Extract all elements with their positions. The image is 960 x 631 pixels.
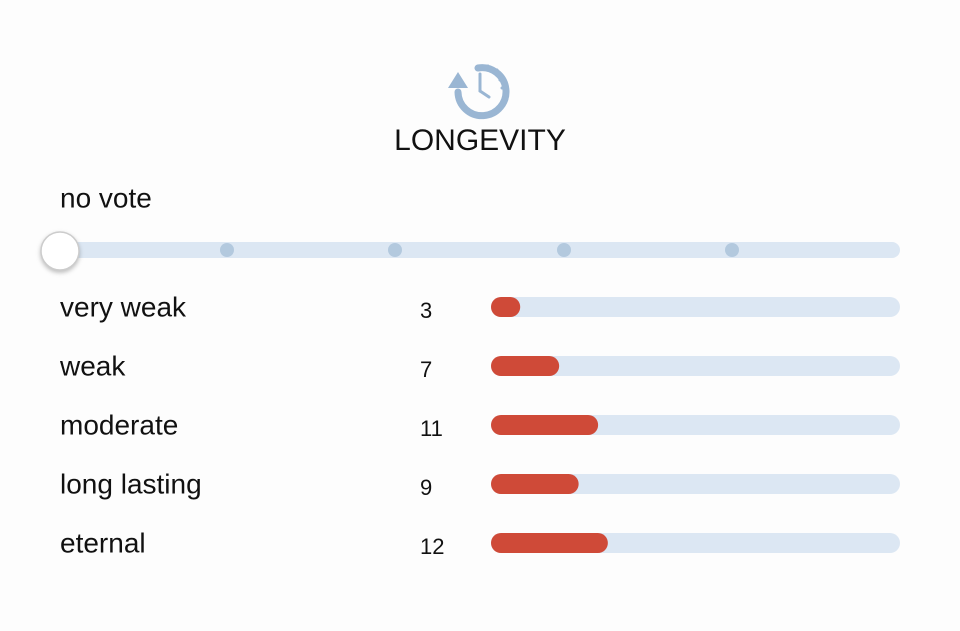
- slider-knob[interactable]: [40, 231, 80, 271]
- vote-bar: [491, 474, 579, 494]
- slider-stop[interactable]: [557, 243, 571, 257]
- option-label: weak: [59, 350, 126, 381]
- vote-count: 7: [420, 357, 432, 382]
- vote-slider[interactable]: [40, 231, 900, 271]
- option-label: long lasting: [60, 468, 202, 499]
- vote-bar: [491, 297, 521, 317]
- longevity-icon: [448, 64, 510, 120]
- vote-bar: [491, 415, 599, 435]
- bar-track: [491, 297, 900, 317]
- bar-track: [491, 474, 900, 494]
- slider-track: [60, 242, 900, 258]
- vote-status: no vote: [60, 182, 152, 213]
- vote-bar: [491, 356, 560, 376]
- vote-count: 11: [420, 416, 443, 441]
- slider-stop[interactable]: [725, 243, 739, 257]
- slider-stop[interactable]: [388, 243, 402, 257]
- option-label: moderate: [60, 409, 178, 440]
- vote-count: 3: [420, 298, 432, 323]
- slider-stop[interactable]: [220, 243, 234, 257]
- bar-track: [491, 356, 900, 376]
- title: LONGEVITY: [394, 124, 566, 157]
- option-label: eternal: [60, 527, 146, 558]
- vote-count: 9: [420, 475, 432, 500]
- option-label: very weak: [60, 291, 187, 322]
- vote-count: 12: [420, 534, 444, 559]
- vote-bar: [491, 533, 608, 553]
